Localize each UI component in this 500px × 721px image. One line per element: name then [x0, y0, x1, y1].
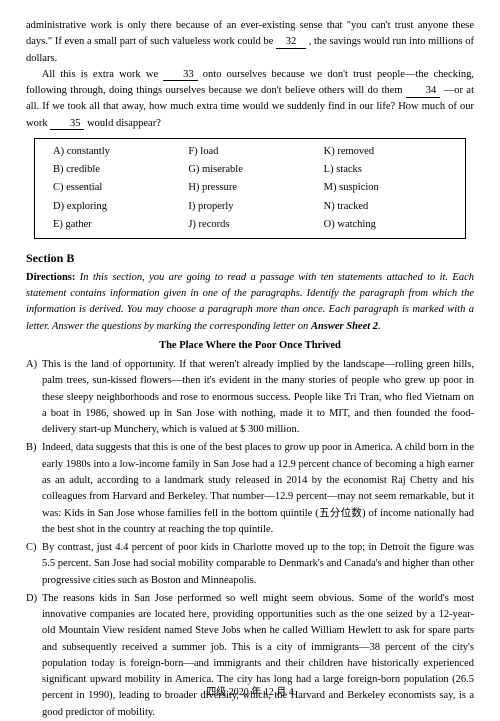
- answer-sheet-ref: Answer Sheet 2: [311, 321, 378, 332]
- passage-item-d: D) The reasons kids in San Jose performe…: [26, 591, 474, 721]
- directions-label: Directions:: [26, 272, 80, 283]
- options-row: A) constantly F) load K) removed: [51, 143, 457, 161]
- option-cell: B) credible: [51, 161, 186, 179]
- option-cell: I) properly: [186, 198, 321, 216]
- item-text: Indeed, data suggests that this is one o…: [42, 440, 474, 538]
- option-cell: L) stacks: [322, 161, 457, 179]
- blank-33[interactable]: 33: [163, 70, 197, 82]
- option-cell: F) load: [186, 143, 321, 161]
- item-text: This is the land of opportunity. If that…: [42, 357, 474, 438]
- cloze-para-2: All this is extra work we 33 onto oursel…: [26, 67, 474, 132]
- options-row: C) essential H) pressure M) suspicion: [51, 179, 457, 197]
- item-label: D): [26, 591, 42, 721]
- cloze-p2d: would disappear?: [87, 118, 161, 129]
- option-cell: J) records: [186, 216, 321, 234]
- option-cell: K) removed: [322, 143, 457, 161]
- exam-page: administrative work is only there becaus…: [0, 0, 500, 706]
- options-table: A) constantly F) load K) removed B) cred…: [51, 143, 457, 234]
- directions-text: In this section, you are going to read a…: [26, 272, 474, 332]
- options-row: D) exploring I) properly N) tracked: [51, 198, 457, 216]
- item-label: B): [26, 440, 42, 538]
- item-text: By contrast, just 4.4 percent of poor ki…: [42, 540, 474, 589]
- section-b-directions: Directions: In this section, you are goi…: [26, 270, 474, 335]
- option-cell: H) pressure: [186, 179, 321, 197]
- directions-end: .: [378, 321, 381, 332]
- option-cell: O) watching: [322, 216, 457, 234]
- option-cell: M) suspicion: [322, 179, 457, 197]
- item-label: A): [26, 357, 42, 438]
- passage-item-b: B) Indeed, data suggests that this is on…: [26, 440, 474, 538]
- item-label: C): [26, 540, 42, 589]
- options-box: A) constantly F) load K) removed B) cred…: [34, 138, 466, 239]
- cloze-para-1: administrative work is only there becaus…: [26, 18, 474, 67]
- section-b-heading: Section B: [26, 249, 474, 268]
- option-cell: E) gather: [51, 216, 186, 234]
- page-footer: 四级 2020 年 12 月 4: [0, 685, 500, 701]
- option-cell: D) exploring: [51, 198, 186, 216]
- passage-item-c: C) By contrast, just 4.4 percent of poor…: [26, 540, 474, 589]
- blank-35[interactable]: 35: [50, 119, 84, 131]
- item-text: The reasons kids in San Jose performed s…: [42, 591, 474, 721]
- passage-item-a: A) This is the land of opportunity. If t…: [26, 357, 474, 438]
- option-cell: C) essential: [51, 179, 186, 197]
- cloze-p2a: All this is extra work we: [42, 69, 164, 80]
- passage-title: The Place Where the Poor Once Thrived: [26, 338, 474, 354]
- options-row: E) gather J) records O) watching: [51, 216, 457, 234]
- option-cell: G) miserable: [186, 161, 321, 179]
- option-cell: A) constantly: [51, 143, 186, 161]
- blank-32[interactable]: 32: [276, 37, 306, 49]
- option-cell: N) tracked: [322, 198, 457, 216]
- blank-34[interactable]: 34: [406, 86, 440, 98]
- options-row: B) credible G) miserable L) stacks: [51, 161, 457, 179]
